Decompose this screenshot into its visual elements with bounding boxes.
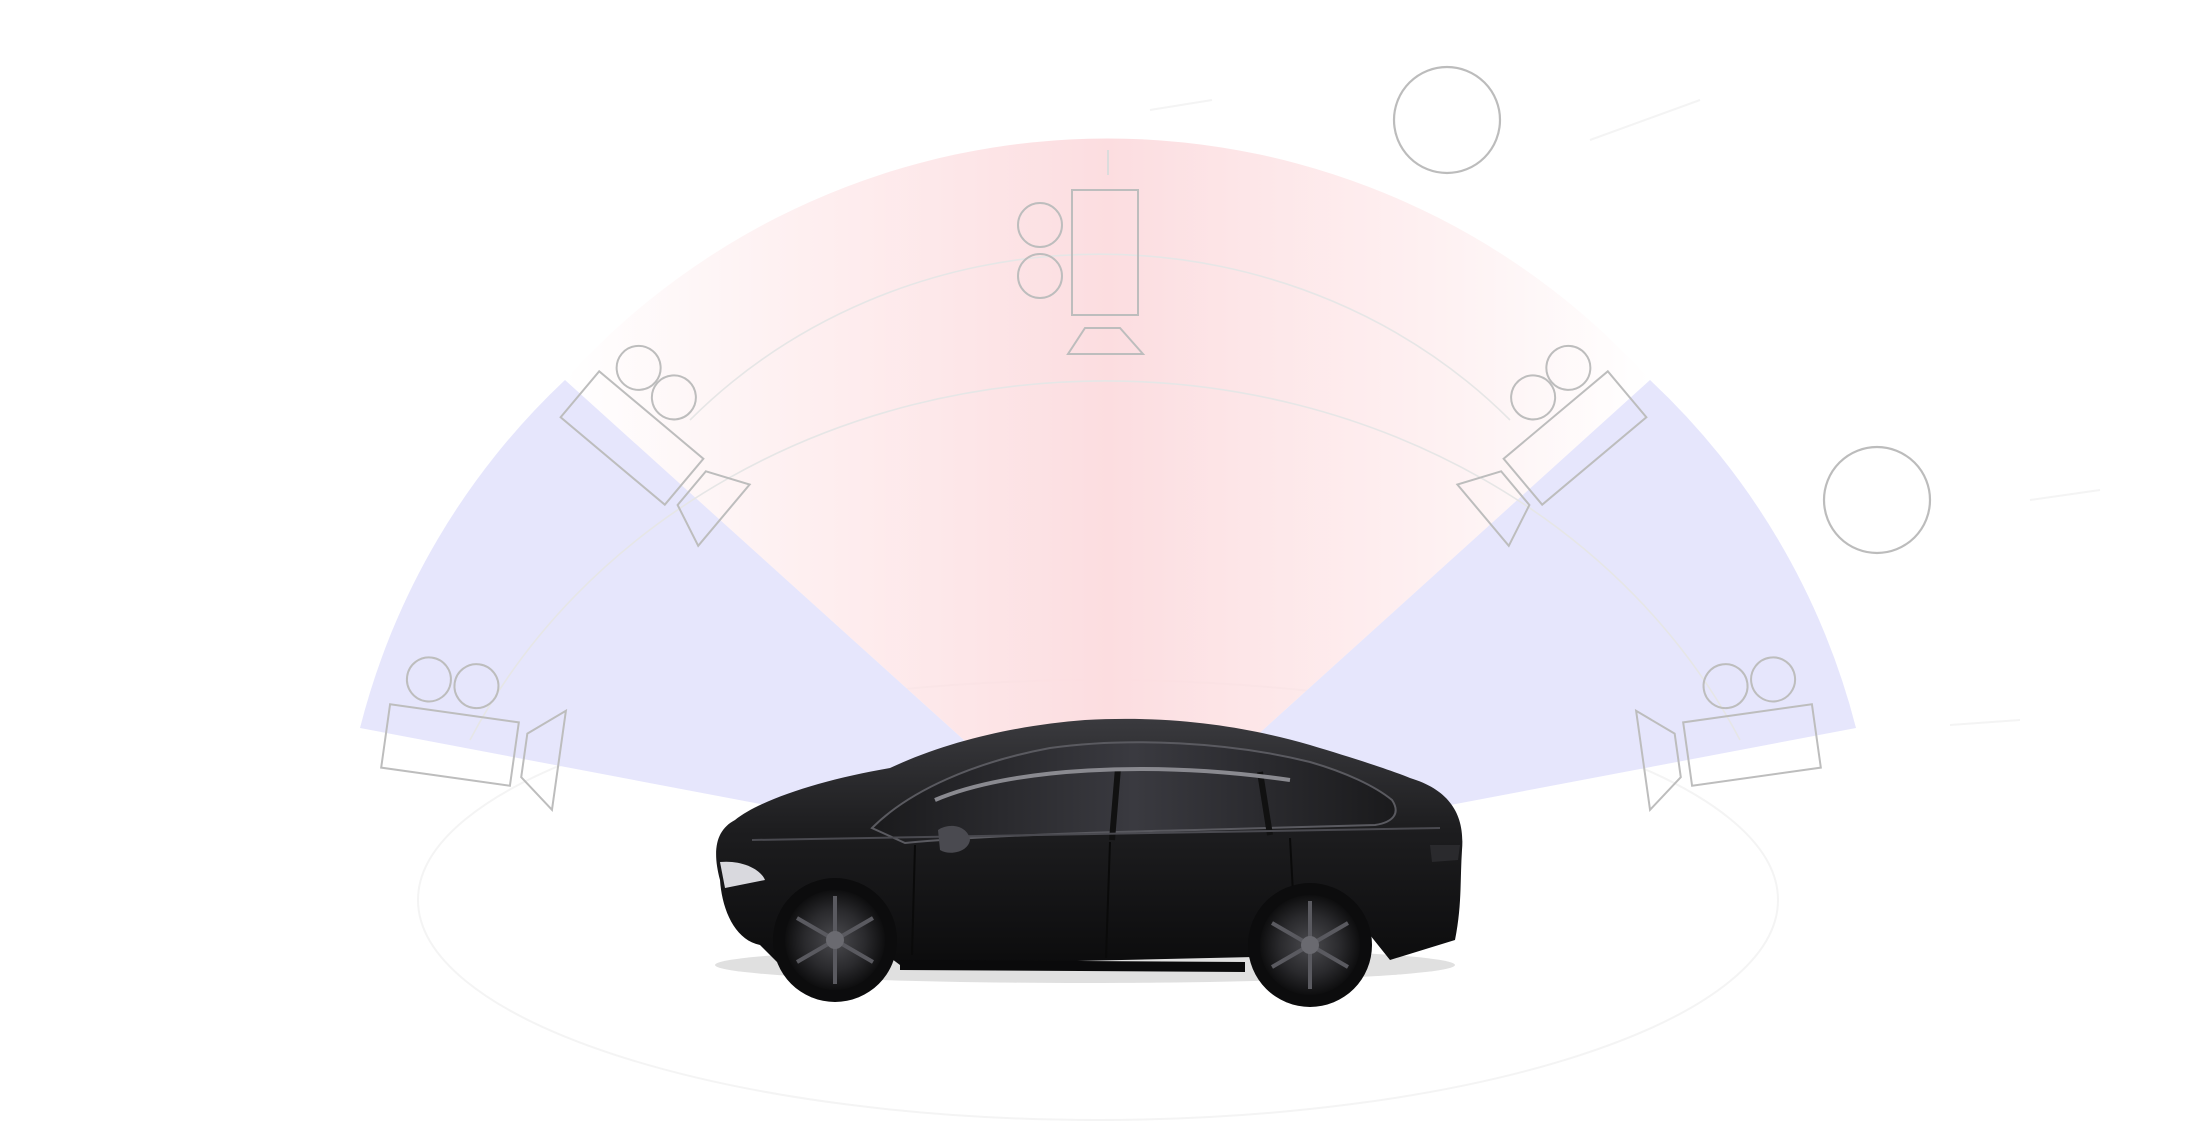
marker-circle — [1822, 445, 1932, 555]
side-right-camera — [1634, 656, 1822, 813]
movie-camera-icon — [1634, 656, 1822, 813]
front-left-zone — [360, 380, 1108, 870]
range-arcs — [469, 150, 1741, 741]
front-wheel — [773, 878, 897, 1002]
front-zone — [565, 138, 1650, 870]
sedan-car-icon — [715, 718, 1463, 1007]
front-left-camera — [559, 344, 752, 548]
movie-camera-icon — [559, 344, 752, 548]
movie-camera-icon — [1455, 344, 1648, 548]
detached-markers — [1392, 65, 1932, 555]
side-left-camera — [380, 656, 568, 813]
front-center-camera — [1017, 189, 1146, 355]
coverage-zones — [360, 138, 1856, 870]
marker-circle — [1392, 65, 1502, 175]
movie-camera-icon — [380, 656, 568, 813]
movie-camera-icon — [1017, 189, 1146, 355]
front-right-camera — [1455, 344, 1648, 548]
rear-wheel — [1248, 883, 1372, 1007]
